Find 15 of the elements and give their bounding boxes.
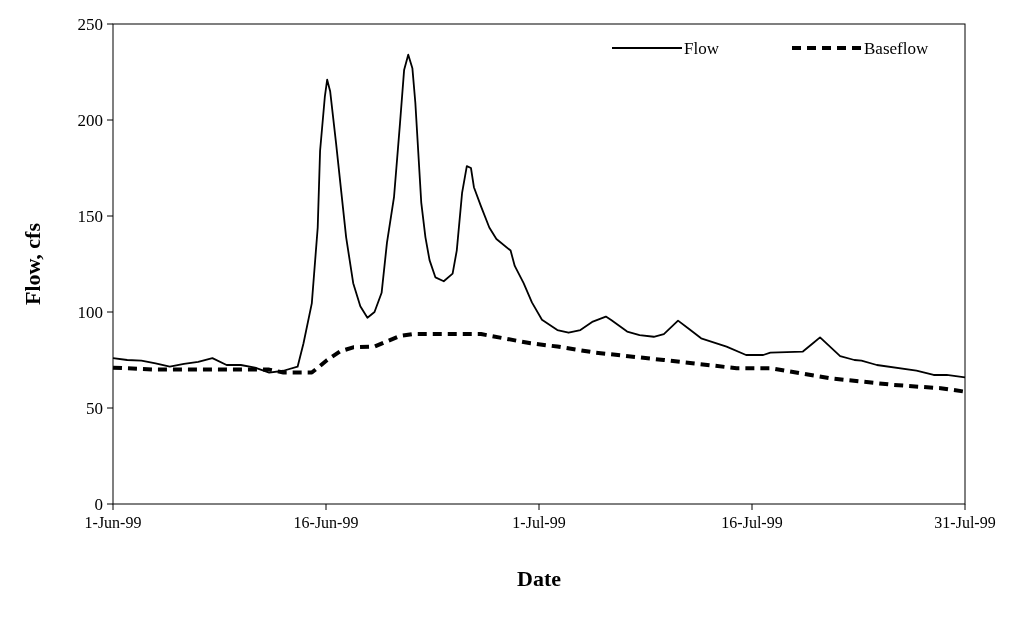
y-tick-label: 150: [77, 206, 103, 226]
y-tick-label: 250: [77, 14, 103, 34]
y-tick-label: 100: [77, 302, 103, 322]
y-tick-label: 0: [94, 494, 103, 514]
y-tick-label: 50: [86, 398, 103, 418]
x-tick-label: 31-Jul-99: [934, 514, 996, 531]
x-axis-title: Date: [517, 566, 562, 591]
legend-label: Flow: [684, 38, 720, 58]
x-tick-label: 1-Jun-99: [84, 514, 142, 531]
y-axis-title: Flow, cfs: [20, 222, 45, 305]
legend-label: Baseflow: [864, 38, 929, 58]
x-tick-label: 16-Jun-99: [293, 514, 359, 531]
x-tick-label: 16-Jul-99: [721, 514, 783, 531]
y-tick-label: 200: [77, 110, 103, 130]
x-tick-label: 1-Jul-99: [512, 514, 566, 531]
